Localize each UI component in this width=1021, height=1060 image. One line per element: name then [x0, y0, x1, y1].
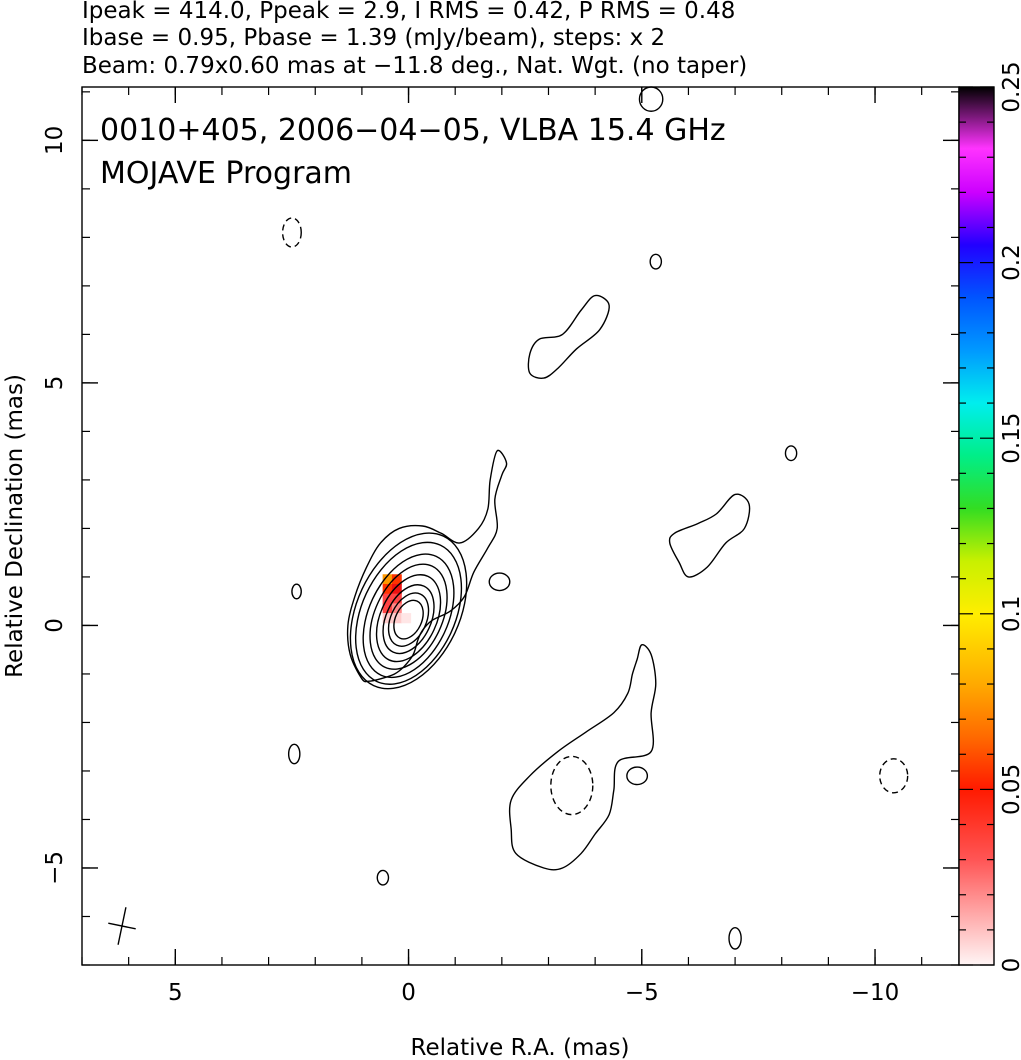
- extended-contour-1: [527, 294, 610, 379]
- extended-contour-2: [668, 493, 751, 578]
- extended-contour-0: [508, 644, 657, 871]
- header-line-1: Ipeak = 414.0, Ppeak = 2.9, I RMS = 0.42…: [82, 0, 735, 24]
- x-axis-label: Relative R.A. (mas): [411, 1035, 630, 1060]
- small-contour-3: [376, 869, 390, 886]
- small-contour-7: [626, 766, 649, 786]
- pol-pixel-7: [391, 603, 402, 614]
- colorbar-tick-label-5: 0.25: [999, 61, 1021, 112]
- core-contour-2: [349, 532, 468, 690]
- pol-pixel-3: [391, 583, 402, 595]
- core-contour-256: [393, 599, 424, 640]
- pol-pixel-1: [391, 574, 402, 585]
- pol-pixel-5: [391, 593, 402, 604]
- negative-contour-1: [550, 755, 594, 816]
- small-contour-4: [649, 253, 663, 270]
- negative-contour-0: [281, 217, 302, 248]
- source-title: 0010+405, 2006−04−05, VLBA 15.4 GHz: [100, 113, 726, 148]
- pol-pixel-0: [382, 574, 393, 585]
- x-tick-label-1: 0: [401, 980, 416, 1006]
- beam-minor-axis: [108, 922, 136, 930]
- small-contour-1: [291, 583, 302, 600]
- y-tick-label-2: 5: [42, 376, 68, 391]
- header-line-3: Beam: 0.79x0.60 mas at −11.8 deg., Nat. …: [82, 53, 747, 79]
- core-contour-8: [362, 553, 455, 679]
- colorbar-tick-label-0: 0: [999, 958, 1021, 973]
- plot-frame: [81, 86, 960, 966]
- core-contour-32: [375, 574, 442, 663]
- pol-pixel-10: [401, 613, 412, 624]
- colorbar-tick-label-3: 0.15: [999, 413, 1021, 464]
- core-contour-16: [369, 563, 448, 670]
- pol-pixel-8: [382, 613, 393, 624]
- program-title: MOJAVE Program: [100, 156, 352, 191]
- small-contour-8: [638, 86, 664, 112]
- small-contour-0: [488, 572, 511, 592]
- header-line-2: Ibase = 0.95, Pbase = 1.39 (mJy/beam), s…: [82, 25, 665, 51]
- pol-pixel-2: [382, 583, 393, 595]
- x-tick-label-0: 5: [168, 980, 183, 1006]
- colorbar: 0 0.05 0.1 0.15 0.2 0.25: [958, 61, 1021, 973]
- small-contour-5: [784, 445, 798, 462]
- colorbar-gradient: [958, 86, 995, 966]
- core-contour-4: [354, 541, 463, 685]
- y-tick-label-1: 0: [42, 618, 68, 633]
- negative-contour-2: [878, 758, 909, 794]
- small-contour-6: [728, 926, 742, 950]
- y-axis-label: Relative Declination (mas): [2, 374, 28, 678]
- colorbar-tick-label-2: 0.1: [999, 596, 1021, 633]
- x-tick-label-2: −5: [625, 980, 659, 1006]
- x-tick-label-3: −10: [851, 980, 900, 1006]
- beam-marker: [108, 907, 136, 945]
- pol-pixel-6: [382, 603, 393, 614]
- core-contour-1: [346, 449, 508, 683]
- small-contour-2: [287, 743, 301, 765]
- y-tick-label-0: −5: [42, 851, 68, 885]
- axis-ticks: 5 0 −5 −10 −5 0 5 10: [42, 87, 959, 1006]
- core-contour-64: [382, 584, 435, 655]
- y-tick-label-3: 10: [42, 126, 68, 155]
- contour-layer: [281, 86, 909, 950]
- polarization-layer: [382, 574, 412, 624]
- pol-pixel-9: [391, 613, 402, 624]
- colorbar-tick-label-1: 0.05: [999, 764, 1021, 815]
- colorbar-tick-label-4: 0.2: [999, 244, 1021, 281]
- core-contour-128: [387, 592, 430, 647]
